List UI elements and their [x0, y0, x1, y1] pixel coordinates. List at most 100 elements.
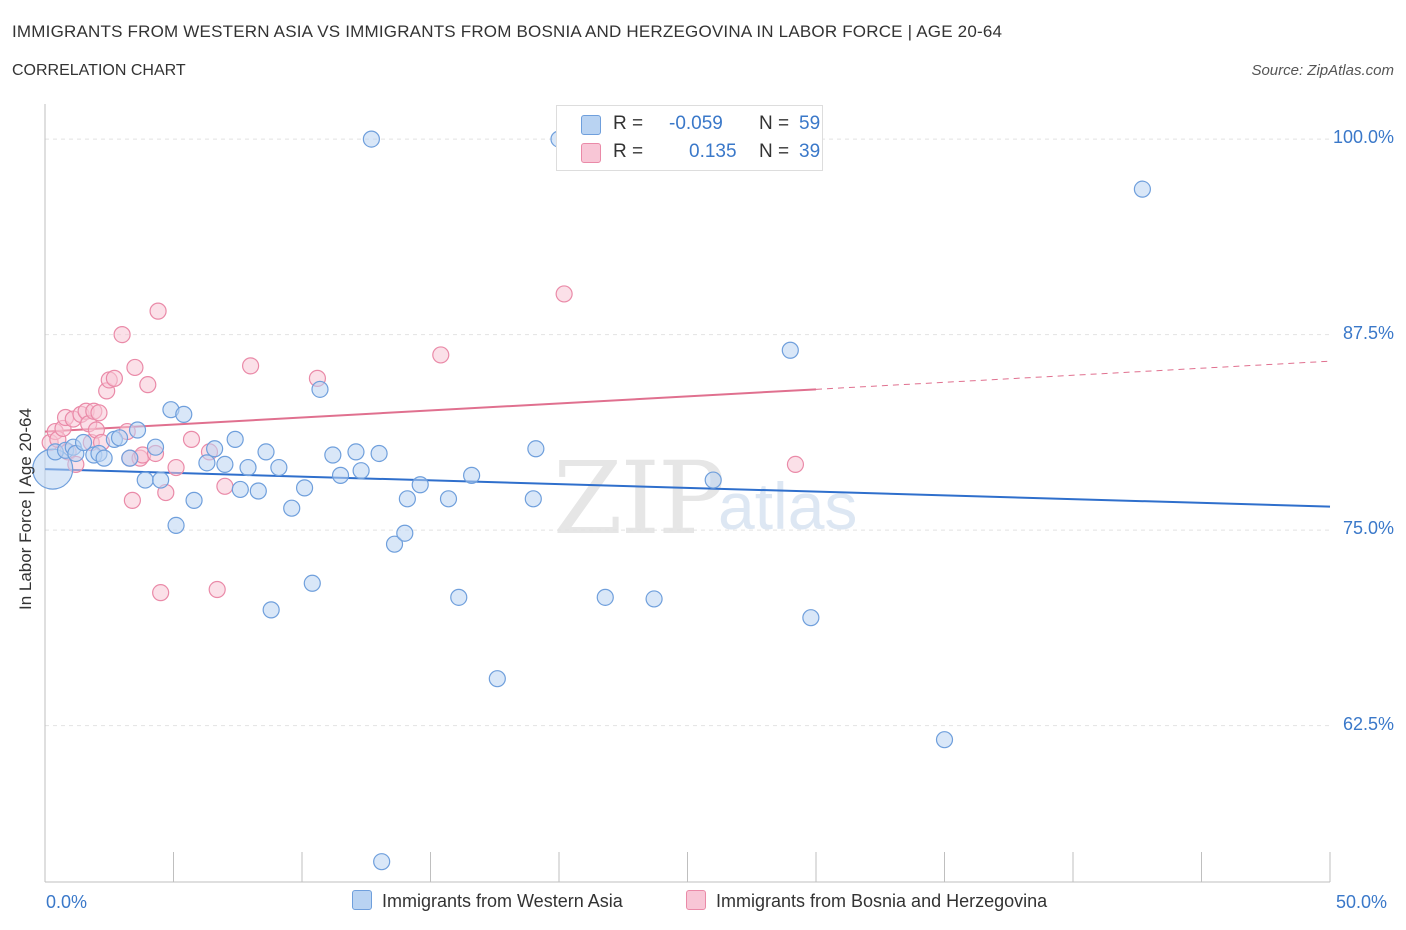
point-western-asia [257, 443, 275, 461]
legend-r-value: 0.135 [689, 141, 737, 162]
point-western-asia [362, 130, 380, 148]
trend-line-dashed-1 [815, 360, 1331, 390]
point-western-asia [136, 471, 154, 489]
point-western-asia [239, 458, 257, 477]
legend-n-value: 39 [799, 141, 821, 162]
legend-swatch-blue [581, 115, 601, 135]
y-tick-label: 100.0% [1332, 127, 1394, 148]
point-western-asia [226, 430, 244, 448]
point-western-asia [645, 590, 663, 608]
point-bosnia [152, 584, 170, 602]
bottom-legend-swatch-blue [352, 890, 372, 910]
point-bosnia [105, 369, 123, 387]
point-western-asia [167, 516, 185, 535]
y-tick-label: 75.0% [1342, 518, 1394, 539]
point-western-asia [216, 455, 234, 474]
point-bosnia [208, 580, 226, 599]
point-western-asia [295, 479, 314, 497]
x-tick-label-min: 0.0% [46, 892, 88, 912]
point-western-asia [231, 480, 249, 499]
point-western-asia [396, 524, 414, 542]
point-western-asia [74, 433, 93, 452]
point-bosnia [167, 458, 185, 477]
point-western-asia [781, 341, 799, 359]
point-western-asia [802, 609, 820, 627]
legend-r-label: R = [613, 141, 644, 162]
point-bosnia [216, 477, 234, 495]
point-western-asia [370, 444, 388, 463]
point-western-asia [152, 471, 170, 489]
point-bosnia [555, 285, 573, 303]
point-western-asia [398, 490, 416, 508]
point-western-asia [488, 670, 506, 688]
point-western-asia [110, 429, 129, 447]
point-western-asia [128, 421, 147, 439]
watermark-atlas: atlas [718, 469, 858, 543]
point-western-asia [935, 731, 954, 749]
point-western-asia [527, 440, 545, 458]
point-bosnia [242, 357, 260, 375]
point-bosnia [149, 302, 167, 320]
point-western-asia [175, 405, 193, 423]
bottom-legend-label: Immigrants from Western Asia [382, 891, 623, 911]
point-western-asia [262, 601, 280, 619]
point-western-asia [411, 476, 429, 494]
y-tick-label: 62.5% [1342, 713, 1394, 734]
legend-r-value: -0.059 [669, 113, 723, 134]
point-western-asia [439, 490, 458, 508]
point-western-asia [311, 380, 329, 398]
y-tick-label: 87.5% [1342, 322, 1394, 343]
point-western-asia [524, 490, 542, 508]
point-bosnia [126, 358, 144, 377]
bottom-legend-western-asia: Immigrants from Western Asia [352, 890, 623, 912]
point-western-asia [249, 482, 267, 500]
legend-n-value: 59 [799, 113, 821, 134]
chart-title: IMMIGRANTS FROM WESTERN ASIA VS IMMIGRAN… [12, 22, 1003, 41]
point-western-asia [1133, 180, 1151, 198]
point-western-asia [373, 853, 391, 871]
legend-r-label: R = [613, 113, 644, 134]
point-western-asia [303, 574, 321, 592]
point-western-asia [463, 466, 481, 484]
point-western-asia [331, 466, 350, 484]
point-western-asia [704, 471, 722, 489]
stats-legend: R = -0.059 N = 59 R = 0.135 N = 39 [556, 105, 823, 171]
point-western-asia [352, 462, 370, 480]
axes [44, 104, 1331, 883]
point-western-asia [121, 449, 139, 467]
data-points [32, 130, 1151, 871]
trend-line-0 [44, 468, 1331, 508]
bottom-legend-bosnia: Immigrants from Bosnia and Herzegovina [686, 890, 1047, 912]
point-western-asia [450, 588, 468, 606]
point-western-asia [146, 438, 165, 456]
point-bosnia [123, 491, 141, 509]
point-bosnia [432, 346, 450, 364]
source-label: Source: ZipAtlas.com [1251, 62, 1394, 79]
point-bosnia [90, 404, 108, 422]
legend-n-label: N = [759, 113, 790, 134]
point-western-asia [270, 458, 288, 477]
bottom-legend-label: Immigrants from Bosnia and Herzegovina [716, 891, 1048, 911]
point-bosnia [139, 376, 157, 394]
trend-lines [44, 360, 1331, 508]
legend-swatch-pink [581, 143, 601, 163]
point-western-asia [324, 446, 342, 464]
point-western-asia [95, 449, 113, 467]
point-bosnia [182, 430, 201, 448]
point-western-asia [283, 499, 301, 517]
point-western-asia [185, 491, 203, 509]
legend-n-label: N = [759, 141, 790, 162]
point-bosnia [113, 326, 131, 344]
point-western-asia [198, 454, 216, 472]
chart-subtitle: CORRELATION CHART [12, 62, 186, 79]
point-western-asia [206, 440, 224, 458]
x-tick-label-max: 50.0% [1336, 892, 1388, 912]
point-western-asia [347, 443, 365, 461]
point-bosnia [786, 455, 805, 474]
y-axis-label: In Labor Force | Age 20-64 [16, 408, 35, 610]
bottom-legend-swatch-pink [686, 890, 706, 910]
trend-line-1 [44, 388, 817, 433]
point-western-asia [385, 535, 404, 553]
point-western-asia [596, 588, 614, 606]
watermark-zip: ZIP [553, 440, 725, 557]
